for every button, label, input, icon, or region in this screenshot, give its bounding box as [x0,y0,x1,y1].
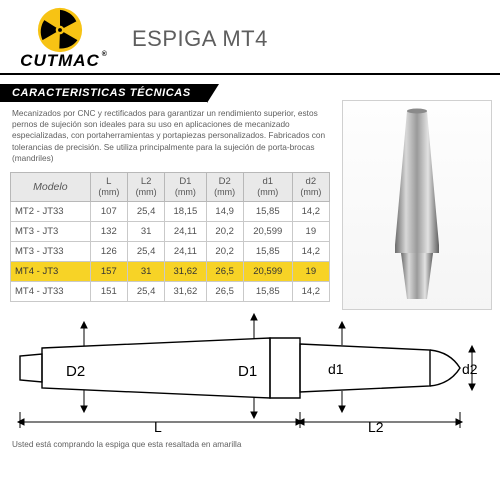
table-cell: 15,85 [243,282,292,302]
brand-name: CUTMAC [20,51,100,71]
section-heading: CARACTERISTICAS TÉCNICAS [0,84,207,102]
table-cell: 25,4 [127,202,164,222]
table-cell: MT4 - JT3 [11,262,91,282]
label-D1: D1 [238,363,257,380]
footnote: Usted está comprando la espiga que esta … [0,434,500,455]
divider [0,73,500,75]
table-cell: MT2 - JT33 [11,202,91,222]
logo: CUTMAC [10,6,110,71]
table-cell: 14,2 [292,242,329,262]
logo-icon [36,6,84,54]
label-d2: d2 [462,361,478,377]
table-cell: MT3 - JT3 [11,222,91,242]
label-D2: D2 [66,363,85,380]
table-cell: 26,5 [206,282,243,302]
page-title: ESPIGA MT4 [132,26,268,52]
col-header: D1(mm) [165,172,206,201]
table-cell: 24,11 [165,222,206,242]
header: CUTMAC ESPIGA MT4 [0,0,500,73]
table-cell: 20,2 [206,222,243,242]
col-header: D2(mm) [206,172,243,201]
table-cell: 20,599 [243,262,292,282]
table-cell: 20,599 [243,222,292,242]
table-cell: MT3 - JT33 [11,242,91,262]
table-cell: 20,2 [206,242,243,262]
table-cell: 25,4 [127,282,164,302]
col-header: L2(mm) [127,172,164,201]
dimension-diagram: D2 D1 d1 d2 [10,304,490,434]
table-cell: 157 [90,262,127,282]
table-row: MT4 - JT3315125,431,6226,515,8514,2 [11,282,330,302]
table-cell: 151 [90,282,127,302]
table-cell: 26,5 [206,262,243,282]
table-cell: MT4 - JT33 [11,282,91,302]
col-header: L(mm) [90,172,127,201]
col-header: d2(mm) [292,172,329,201]
table-cell: 14,2 [292,282,329,302]
table-cell: 31,62 [165,262,206,282]
col-header: d1(mm) [243,172,292,201]
table-cell: 14,9 [206,202,243,222]
label-L: L [154,419,162,434]
table-row: MT4 - JT31573131,6226,520,59919 [11,262,330,282]
table-row: MT3 - JT3312625,424,1120,215,8514,2 [11,242,330,262]
table-cell: 31 [127,262,164,282]
table-cell: 14,2 [292,202,329,222]
table-cell: 15,85 [243,242,292,262]
table-cell: 31 [127,222,164,242]
table-cell: 24,11 [165,242,206,262]
table-cell: 126 [90,242,127,262]
table-cell: 19 [292,222,329,242]
label-d1: d1 [328,361,344,377]
table-cell: 15,85 [243,202,292,222]
product-image [342,100,492,310]
label-L2: L2 [368,419,384,434]
table-cell: 31,62 [165,282,206,302]
table-cell: 25,4 [127,242,164,262]
table-cell: 19 [292,262,329,282]
col-header: Modelo [11,172,91,201]
table-cell: 107 [90,202,127,222]
table-row: MT2 - JT3310725,418,1514,915,8514,2 [11,202,330,222]
table-cell: 132 [90,222,127,242]
table-row: MT3 - JT31323124,1120,220,59919 [11,222,330,242]
spec-table: ModeloL(mm)L2(mm)D1(mm)D2(mm)d1(mm)d2(mm… [10,172,330,302]
table-cell: 18,15 [165,202,206,222]
